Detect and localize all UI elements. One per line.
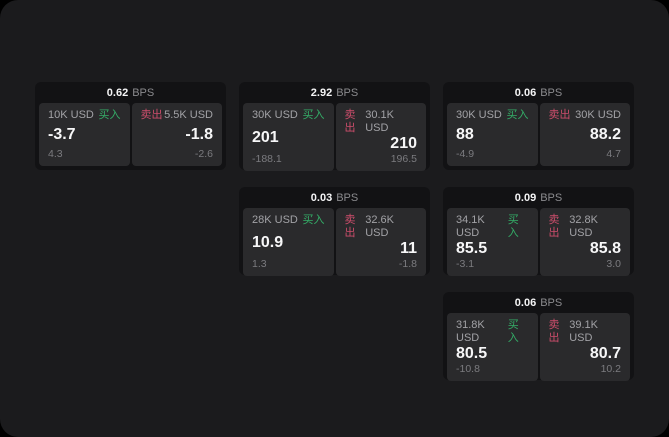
sell-price: 11 (400, 240, 417, 257)
bps-value: 0.09 (514, 191, 537, 204)
buy-delta: 1.3 (252, 258, 267, 270)
buy-delta: -3.1 (456, 258, 475, 270)
buy-amount: 34.1K USD (456, 214, 485, 239)
buy-price: 10.9 (252, 233, 284, 251)
sell-panel[interactable]: 卖出 30K USD 88.2 4.7 (539, 103, 630, 166)
buy-label: 买入 (507, 319, 519, 344)
buy-delta: -188.1 (252, 153, 282, 165)
buy-price: 201 (252, 128, 279, 146)
sell-amount: 30.1K USD (365, 109, 394, 134)
sell-delta: -1.8 (398, 258, 417, 270)
buy-delta: -4.9 (456, 148, 475, 160)
quotes-grid: 0.62 BPS 10K USD 买入 -3.7 4.3 卖出 5.5K USD (35, 82, 634, 381)
buy-panel[interactable]: 31.8K USD 买入 80.5 -10.8 (447, 313, 538, 381)
sell-price: 85.8 (589, 240, 621, 257)
buy-amount: 30K USD (456, 109, 502, 121)
buy-delta: 4.3 (48, 148, 63, 160)
bps-value: 0.06 (514, 86, 537, 99)
sell-delta: 196.5 (390, 153, 417, 165)
sell-price: 88.2 (589, 126, 621, 143)
bps-header: 0.62 BPS (39, 82, 222, 103)
buy-price: 88 (456, 126, 474, 143)
sell-amount: 32.6K USD (365, 214, 394, 239)
sell-amount: 5.5K USD (164, 109, 213, 121)
quote-card: 0.62 BPS 10K USD 买入 -3.7 4.3 卖出 5.5K USD (35, 82, 226, 170)
buy-amount: 28K USD (252, 214, 298, 226)
bps-unit-label: BPS (336, 86, 359, 99)
bps-unit-label: BPS (132, 86, 155, 99)
sell-price: -1.8 (185, 126, 213, 143)
buy-label: 买入 (507, 214, 519, 239)
sell-panel[interactable]: 卖出 32.6K USD 11 -1.8 (335, 208, 426, 276)
buy-label: 买入 (302, 214, 325, 226)
buy-delta: -10.8 (456, 363, 480, 375)
sell-amount: 32.8K USD (569, 214, 598, 239)
bps-unit-label: BPS (540, 86, 563, 99)
bps-value: 2.92 (310, 86, 333, 99)
buy-amount: 10K USD (48, 109, 94, 121)
quote-card: 0.06 BPS 31.8K USD 买入 80.5 -10.8 卖出 39.1… (443, 292, 634, 381)
sell-amount: 39.1K USD (569, 319, 598, 344)
quote-card: 0.09 BPS 34.1K USD 买入 85.5 -3.1 卖出 32.8K… (443, 187, 634, 276)
sell-panel[interactable]: 卖出 5.5K USD -1.8 -2.6 (131, 103, 222, 166)
buy-panel[interactable]: 30K USD 买入 88 -4.9 (447, 103, 538, 166)
buy-label: 买入 (506, 109, 529, 121)
sell-amount: 30K USD (575, 109, 621, 121)
sell-label: 卖出 (548, 214, 560, 239)
sell-panel[interactable]: 卖出 39.1K USD 80.7 10.2 (539, 313, 630, 381)
bps-value: 0.06 (514, 296, 537, 309)
buy-panel[interactable]: 28K USD 买入 10.9 1.3 (243, 208, 334, 276)
buy-amount: 30K USD (252, 109, 298, 121)
buy-panel[interactable]: 34.1K USD 买入 85.5 -3.1 (447, 208, 538, 276)
quote-card: 0.06 BPS 30K USD 买入 88 -4.9 卖出 30K USD (443, 82, 634, 170)
bps-header: 2.92 BPS (243, 82, 426, 103)
buy-panel[interactable]: 10K USD 买入 -3.7 4.3 (39, 103, 130, 166)
sell-panel[interactable]: 卖出 32.8K USD 85.8 3.0 (539, 208, 630, 276)
buy-amount: 31.8K USD (456, 319, 485, 344)
bps-header: 0.06 BPS (447, 82, 630, 103)
buy-label: 买入 (98, 109, 121, 121)
buy-price: 85.5 (456, 240, 488, 257)
bps-value: 0.03 (310, 191, 333, 204)
sell-delta: 10.2 (600, 363, 621, 375)
sell-delta: 4.7 (606, 148, 621, 160)
bps-value: 0.62 (106, 86, 129, 99)
buy-label: 买入 (302, 109, 325, 121)
sell-label: 卖出 (548, 109, 571, 121)
bps-header: 0.06 BPS (447, 292, 630, 313)
sell-delta: -2.6 (194, 148, 213, 160)
bps-unit-label: BPS (540, 191, 563, 204)
sell-price: 210 (390, 135, 417, 152)
sell-label: 卖出 (344, 109, 356, 134)
bps-unit-label: BPS (540, 296, 563, 309)
sell-delta: 3.0 (606, 258, 621, 270)
quote-card: 0.03 BPS 28K USD 买入 10.9 1.3 卖出 32.6K US… (239, 187, 430, 276)
bps-unit-label: BPS (336, 191, 359, 204)
bps-header: 0.03 BPS (243, 187, 426, 208)
buy-panel[interactable]: 30K USD 买入 201 -188.1 (243, 103, 334, 171)
sell-price: 80.7 (589, 345, 621, 362)
quote-card: 2.92 BPS 30K USD 买入 201 -188.1 卖出 30.1K … (239, 82, 430, 171)
buy-price: 80.5 (456, 345, 488, 362)
buy-price: -3.7 (48, 126, 76, 143)
sell-label: 卖出 (548, 319, 560, 344)
sell-label: 卖出 (140, 109, 163, 121)
bps-header: 0.09 BPS (447, 187, 630, 208)
sell-panel[interactable]: 卖出 30.1K USD 210 196.5 (335, 103, 426, 171)
sell-label: 卖出 (344, 214, 356, 239)
